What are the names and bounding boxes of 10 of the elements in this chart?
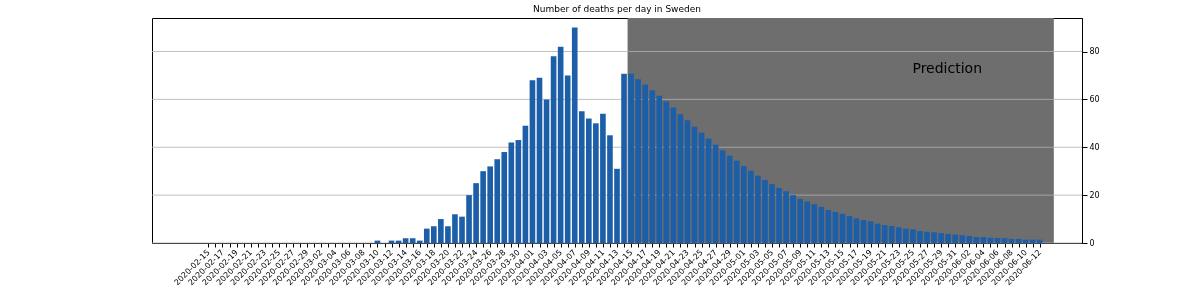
y-tick-label: 60	[1089, 94, 1100, 104]
band-label: Prediction	[912, 60, 983, 76]
chart-title: Number of deaths per day in Sweden	[533, 4, 701, 14]
bar	[853, 218, 860, 243]
bar	[1001, 238, 1008, 243]
bar	[402, 238, 409, 243]
y-tick-label: 80	[1089, 47, 1100, 57]
y-tick-label: 0	[1089, 238, 1095, 248]
y-tick-label: 40	[1089, 142, 1100, 152]
y-tick-label: 20	[1089, 190, 1100, 200]
